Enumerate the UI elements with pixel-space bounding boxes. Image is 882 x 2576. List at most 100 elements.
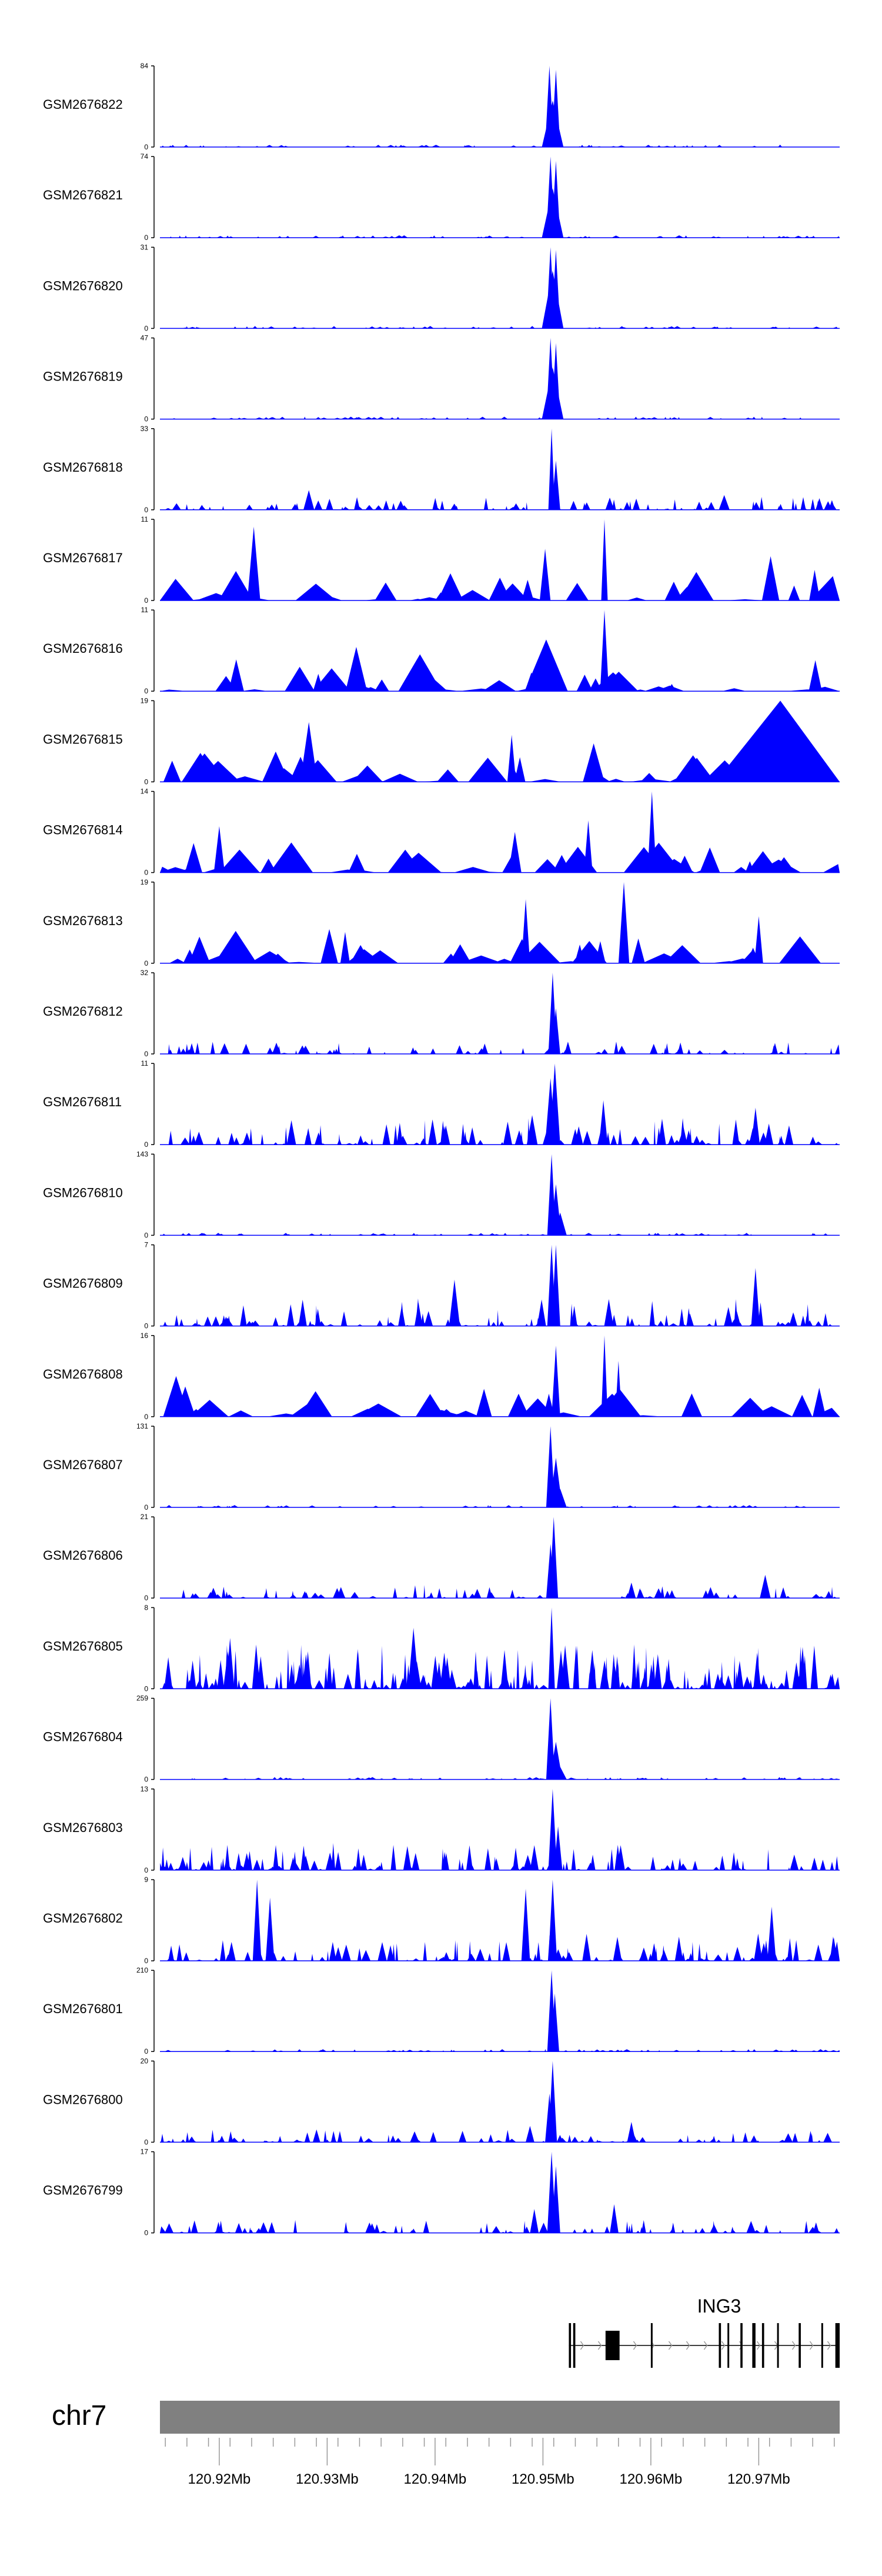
signal-noise-peak (218, 571, 253, 600)
signal-noise-peak (299, 327, 306, 329)
signal-noise-peak (233, 1651, 238, 1689)
signal-noise-peak (246, 505, 253, 510)
signal-noise-peak (660, 1052, 664, 1054)
signal-noise-peak (263, 2140, 269, 2143)
signal-noise-peak (679, 572, 714, 600)
signal-noise-peak (808, 2227, 817, 2233)
signal-noise-peak (753, 2230, 761, 2233)
signal-noise-peak (724, 1307, 733, 1326)
signal-noise-peak (811, 1857, 818, 1870)
signal-noise-peak (396, 416, 400, 419)
signal-noise-peak (240, 1681, 249, 1689)
signal-noise-peak (823, 1233, 828, 1236)
signal-noise-peak (572, 940, 607, 963)
signal-peak (539, 549, 551, 600)
signal-noise-peak (466, 1233, 475, 1236)
signal-noise-peak (181, 1137, 190, 1145)
signal-noise-peak (828, 1324, 833, 1326)
signal-noise-peak (242, 2228, 248, 2233)
signal-noise-peak (433, 236, 436, 238)
signal-noise-peak (336, 418, 339, 419)
signal-noise-peak (341, 235, 345, 238)
signal-noise-peak (423, 1120, 426, 1145)
signal-noise-peak (697, 1943, 701, 1961)
signal-noise-peak (660, 1586, 664, 1599)
signal-noise-peak (714, 1673, 722, 1689)
y-max-label: 11 (141, 1059, 149, 1067)
track-label: GSM2676800 (43, 2092, 123, 2107)
signal-noise-peak (821, 588, 840, 600)
signal-noise-peak (810, 236, 812, 238)
signal-noise-peak (810, 499, 816, 510)
signal-noise-peak (709, 1053, 711, 1054)
signal-noise-peak (395, 235, 404, 238)
signal-noise-peak (813, 2230, 822, 2233)
signal-noise-peak (358, 2135, 363, 2143)
signal-noise-peak (619, 1681, 626, 1689)
signal-noise-peak (319, 1125, 322, 1145)
signal-noise-peak (714, 1506, 720, 1507)
signal-peak (345, 646, 368, 692)
signal-noise-peak (473, 1589, 482, 1599)
signal-noise-peak (266, 1413, 306, 1417)
signal-noise-peak (333, 1597, 342, 1599)
signal-noise-peak (691, 145, 694, 147)
signal-noise-peak (452, 2050, 456, 2052)
track-label: GSM2676816 (43, 641, 123, 656)
y-min-label: 0 (144, 415, 148, 423)
signal-noise-peak (566, 583, 589, 600)
signal-noise-peak (567, 1777, 575, 1780)
signal-noise-peak (564, 1042, 572, 1054)
signal-noise-peak (350, 1409, 385, 1417)
signal-noise-peak (731, 1852, 737, 1870)
signal-peak (542, 188, 564, 238)
signal-noise-peak (226, 2232, 232, 2233)
signal-noise-peak (506, 2231, 514, 2233)
signal-noise-peak (500, 1142, 504, 1145)
signal-noise-peak (811, 235, 816, 238)
signal-noise-peak (374, 2224, 380, 2233)
signal-noise-peak (489, 1778, 497, 1780)
signal-noise-peak (505, 506, 508, 510)
signal-noise-peak (731, 1505, 739, 1507)
signal-noise-peak (517, 236, 526, 238)
signal-noise-peak (370, 417, 378, 419)
signal-noise-peak (640, 2050, 644, 2052)
y-max-label: 33 (141, 425, 149, 433)
signal-noise-peak (800, 1315, 806, 1326)
signal-noise-peak (703, 2140, 706, 2143)
signal-noise-peak (664, 582, 683, 600)
signal-noise-peak (629, 501, 632, 510)
signal-noise-peak (667, 683, 676, 692)
signal-noise-peak (476, 1389, 492, 1417)
y-min-label: 0 (144, 1684, 148, 1693)
signal-noise-peak (422, 326, 427, 329)
signal-noise-peak (572, 2229, 577, 2233)
track-label: GSM2676820 (43, 278, 123, 293)
signal-noise-peak (293, 1851, 297, 1870)
strand-arrow-icon (791, 2341, 796, 2350)
signal-noise-peak (799, 417, 802, 419)
gene-exon (569, 2323, 572, 2368)
signal-noise-peak (696, 2050, 701, 2052)
signal-noise-peak (445, 1319, 451, 1326)
y-min-label: 0 (144, 2047, 148, 2056)
signal-noise-peak (536, 1595, 543, 1599)
y-min-label: 0 (144, 1866, 148, 1874)
signal-noise-peak (394, 145, 397, 147)
signal-noise-peak (305, 1136, 310, 1145)
signal-noise-peak (315, 236, 319, 238)
signal-noise-peak (699, 1684, 706, 1689)
signal-noise-peak (212, 1316, 220, 1326)
signal-noise-peak (277, 1777, 284, 1780)
signal-noise-peak (677, 1857, 682, 1870)
signal-noise-peak (680, 508, 683, 510)
signal-noise-peak (199, 1862, 208, 1870)
signal-noise-peak (270, 418, 274, 419)
signal-noise-peak (372, 1506, 379, 1507)
signal-noise-peak (643, 1778, 649, 1780)
signal-noise-peak (828, 1778, 835, 1780)
signal-peak (507, 735, 516, 782)
signal-noise-peak (539, 1234, 546, 1236)
signal-peak (751, 1107, 760, 1145)
